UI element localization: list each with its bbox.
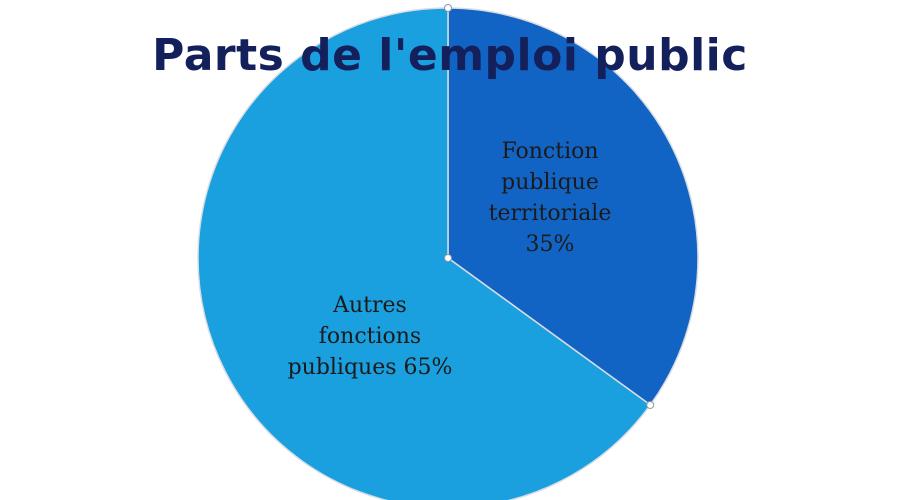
slice-label-line: fonctions [318, 324, 422, 349]
slice-label-autres-fonctions-publiques: Autres fonctions publiques 65% [270, 290, 470, 383]
chart-title: Parts de l'emploi public [152, 30, 748, 81]
slice-label-line: territoriale [488, 201, 612, 226]
pie-slice-1 [197, 7, 652, 500]
slice-label-line: publiques 65% [287, 355, 453, 380]
slice-label-line: 35% [525, 232, 575, 257]
slice-boundary-handle [444, 254, 452, 262]
slice-boundary-handle [646, 400, 655, 409]
slice-label-line: Fonction [501, 139, 599, 164]
slice-label-line: publique [501, 170, 599, 195]
slice-label-line: Autres [333, 293, 407, 318]
slice-boundary-handle [444, 4, 452, 12]
pie-slice-0 [447, 7, 699, 406]
slice-label-fonction-publique-territoriale: Fonction publique territoriale 35% [470, 136, 630, 260]
pie-slices [197, 4, 699, 500]
